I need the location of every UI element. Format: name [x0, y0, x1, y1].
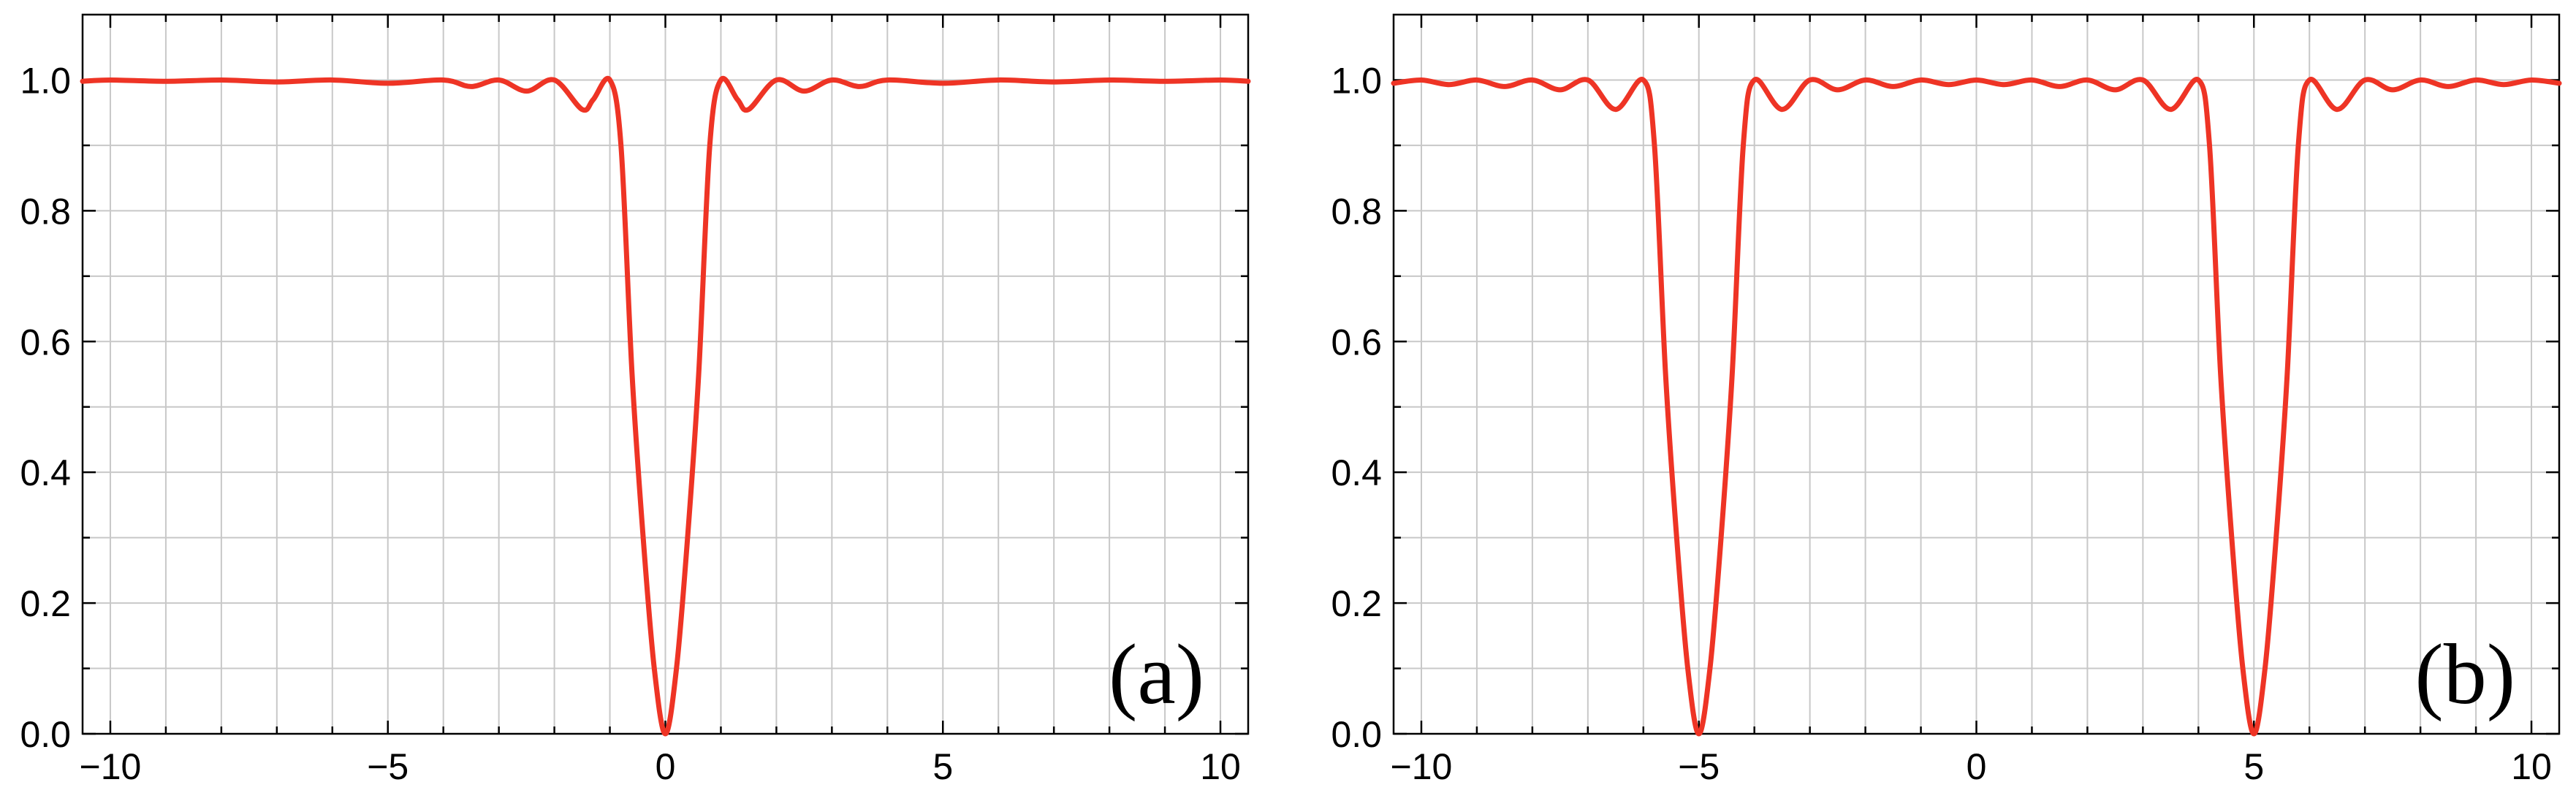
y-tick-label: 0.2: [1331, 583, 1382, 624]
axis-ticks: [1394, 15, 2559, 735]
x-tick-label: −10: [80, 746, 142, 787]
x-tick-labels: −10 −5 0 5 10: [80, 746, 1241, 787]
panel-b: −10 −5 0 5 10 0.0 0.2 0.4 0.6 0.8 1.0 (b): [1331, 13, 2562, 787]
y-tick-labels: 0.0 0.2 0.4 0.6 0.8 1.0: [1331, 60, 1382, 755]
x-tick-label: 5: [2243, 746, 2264, 787]
y-tick-label: 0.4: [20, 452, 71, 493]
x-tick-label: 10: [1200, 746, 1241, 787]
x-tick-label: −5: [1678, 746, 1720, 787]
y-tick-label: 0.2: [20, 583, 71, 624]
x-tick-label: 5: [932, 746, 953, 787]
panel-a: −10 −5 0 5 10 0.0 0.2 0.4 0.6 0.8 1.0 (a): [20, 13, 1251, 787]
series-line: [80, 75, 1251, 737]
y-tick-label: 0.0: [20, 714, 71, 755]
x-tick-label: 10: [2511, 746, 2552, 787]
x-tick-label: 0: [656, 746, 676, 787]
panel-label: (a): [1109, 626, 1204, 722]
x-tick-label: 0: [1967, 746, 1987, 787]
x-tick-label: −10: [1391, 746, 1453, 787]
panel-label: (b): [2414, 626, 2515, 722]
y-tick-label: 1.0: [20, 60, 71, 101]
y-tick-label: 0.8: [20, 191, 71, 232]
y-tick-label: 1.0: [1331, 60, 1382, 101]
y-tick-labels: 0.0 0.2 0.4 0.6 0.8 1.0: [20, 60, 71, 755]
x-tick-labels: −10 −5 0 5 10: [1391, 746, 2552, 787]
y-tick-label: 0.8: [1331, 191, 1382, 232]
grid-lines: [1394, 15, 2559, 734]
series-line: [1391, 77, 2562, 737]
x-tick-label: −5: [367, 746, 409, 787]
y-tick-label: 0.6: [20, 322, 71, 363]
y-tick-label: 0.4: [1331, 452, 1382, 493]
y-tick-label: 0.0: [1331, 714, 1382, 755]
grid-lines: [83, 15, 1248, 734]
y-tick-label: 0.6: [1331, 322, 1382, 363]
